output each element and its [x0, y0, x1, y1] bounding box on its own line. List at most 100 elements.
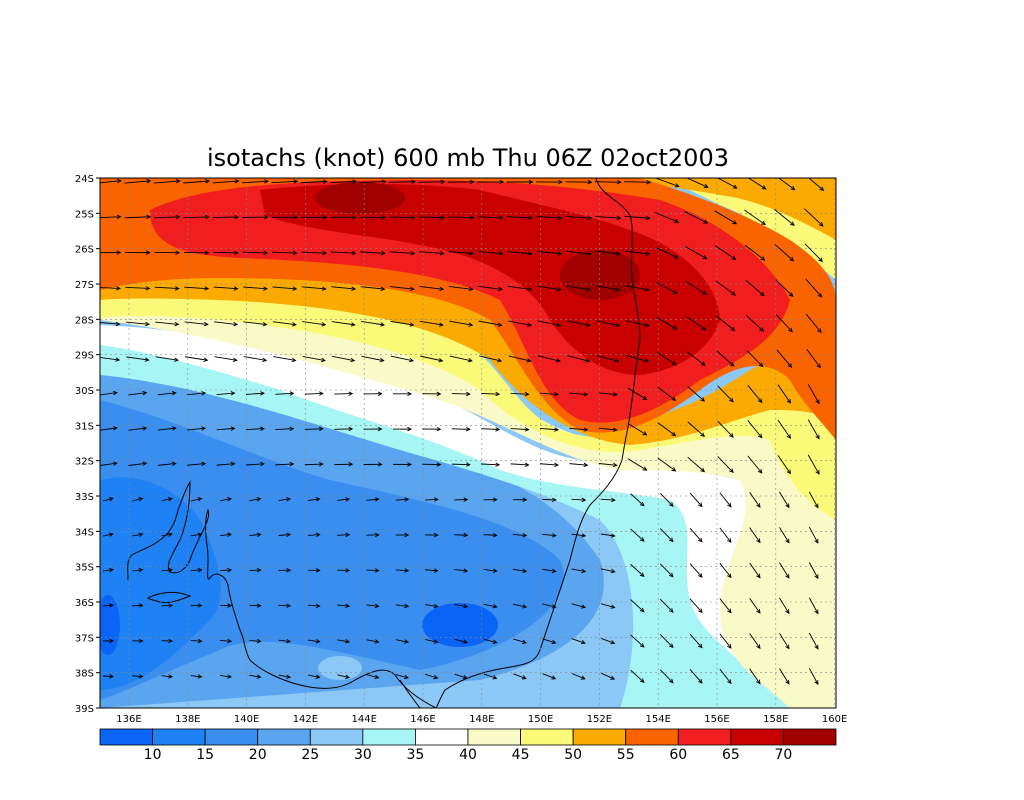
wind-arrow	[571, 497, 587, 503]
wind-arrow	[132, 603, 144, 608]
wind-arrow	[249, 567, 262, 573]
colorbar-label: 60	[669, 747, 687, 763]
wind-arrow	[102, 603, 115, 608]
wind-arrow	[213, 321, 239, 327]
wind-arrow	[595, 285, 621, 292]
wind-arrow	[220, 603, 233, 608]
wind-arrow	[243, 356, 268, 363]
wind-arrow	[395, 603, 410, 609]
wind-arrow	[278, 532, 292, 537]
wind-arrow	[187, 426, 207, 431]
wind-arrow	[454, 603, 469, 609]
wind-arrow	[745, 314, 765, 332]
wind-arrow	[245, 391, 265, 396]
wind-arrow	[747, 455, 763, 474]
wind-arrow	[508, 320, 533, 327]
lat-tick-label: 25S	[75, 209, 94, 220]
jet-core-2	[560, 250, 640, 300]
wind-arrow	[630, 634, 645, 648]
wind-arrow	[334, 426, 354, 432]
wind-arrow	[685, 281, 707, 295]
wind-arrow	[598, 392, 618, 397]
lat-tick-label: 38S	[75, 669, 94, 680]
colorbar-swatch	[415, 728, 469, 746]
wind-arrow	[808, 178, 825, 192]
colorbar-swatch	[257, 728, 311, 746]
wind-arrow	[454, 638, 469, 644]
lon-tick-label: 136E	[116, 714, 141, 725]
wind-arrow	[571, 673, 586, 680]
wind-arrow	[506, 215, 534, 220]
wind-arrow	[390, 320, 415, 327]
wind-arrow	[687, 421, 706, 437]
wind-arrow	[569, 392, 589, 397]
wind-arrow	[419, 320, 444, 327]
wind-arrow	[155, 356, 179, 362]
wind-arrow	[626, 355, 650, 363]
wind-arrow	[714, 245, 737, 260]
wind-arrow	[363, 391, 383, 396]
wind-arrow	[687, 456, 706, 473]
wind-arrow	[542, 533, 557, 538]
wind-arrow	[569, 427, 589, 432]
wind-arrow	[806, 349, 821, 369]
wind-arrow	[100, 178, 122, 184]
wind-arrow	[657, 457, 677, 472]
wind-arrow	[102, 567, 114, 573]
wind-arrow	[656, 316, 678, 330]
wind-arrow	[125, 286, 151, 291]
longitude-axis: 136E 138E 140E 142E 144E 146E 148E 150E 152E 154E…	[116, 714, 847, 725]
wind-arrow	[479, 355, 503, 363]
wind-arrow	[689, 598, 703, 614]
wind-arrow	[395, 497, 410, 502]
wind-arrow	[183, 179, 211, 184]
wind-arrow	[601, 672, 616, 680]
lat-tick-label: 39S	[75, 704, 94, 715]
wind-arrow	[481, 462, 501, 467]
wind-arrow	[161, 532, 173, 537]
wind-arrow	[304, 426, 324, 432]
wind-arrow	[625, 285, 650, 292]
wind-arrow	[512, 568, 528, 573]
wind-arrow	[719, 633, 732, 649]
wind-arrow	[448, 285, 474, 292]
wind-arrow	[565, 215, 592, 221]
wind-arrow	[654, 211, 680, 223]
wind-arrow	[128, 390, 148, 396]
wind-arrow	[366, 532, 380, 538]
wind-arrow	[242, 250, 269, 256]
wind-arrow	[749, 527, 761, 544]
field-region-50-east	[620, 178, 836, 240]
wind-arrow	[512, 533, 528, 538]
lon-tick-label: 150E	[528, 714, 553, 725]
wind-arrow	[483, 638, 498, 644]
wind-arrow	[715, 280, 736, 296]
wind-arrow	[128, 426, 148, 431]
wind-arrow	[220, 497, 232, 502]
wind-arrow	[596, 320, 621, 328]
wind-arrow	[600, 603, 616, 609]
wind-arrow	[595, 250, 622, 256]
wind-arrow	[805, 313, 822, 333]
colorbar-label: 70	[775, 747, 793, 763]
wind-arrow	[395, 568, 410, 573]
wind-arrow	[447, 179, 475, 185]
wind-arrow	[132, 638, 144, 644]
wind-arrow	[359, 179, 387, 184]
wind-arrow	[366, 603, 380, 609]
wind-arrow	[454, 532, 469, 538]
wind-arrow	[565, 179, 593, 185]
wind-arrow	[714, 210, 738, 225]
wind-arrow	[302, 355, 326, 363]
low-center-2	[100, 595, 120, 655]
wind-arrow	[808, 668, 819, 685]
wind-arrow	[243, 286, 268, 291]
wind-arrow	[625, 320, 650, 328]
wind-arrow	[777, 384, 791, 404]
lon-tick-label: 148E	[469, 714, 494, 725]
wind-arrow	[454, 568, 469, 573]
wind-arrow	[360, 250, 386, 256]
plot-frame	[99, 177, 837, 709]
wind-arrow	[537, 355, 561, 363]
wind-arrow	[220, 674, 233, 679]
